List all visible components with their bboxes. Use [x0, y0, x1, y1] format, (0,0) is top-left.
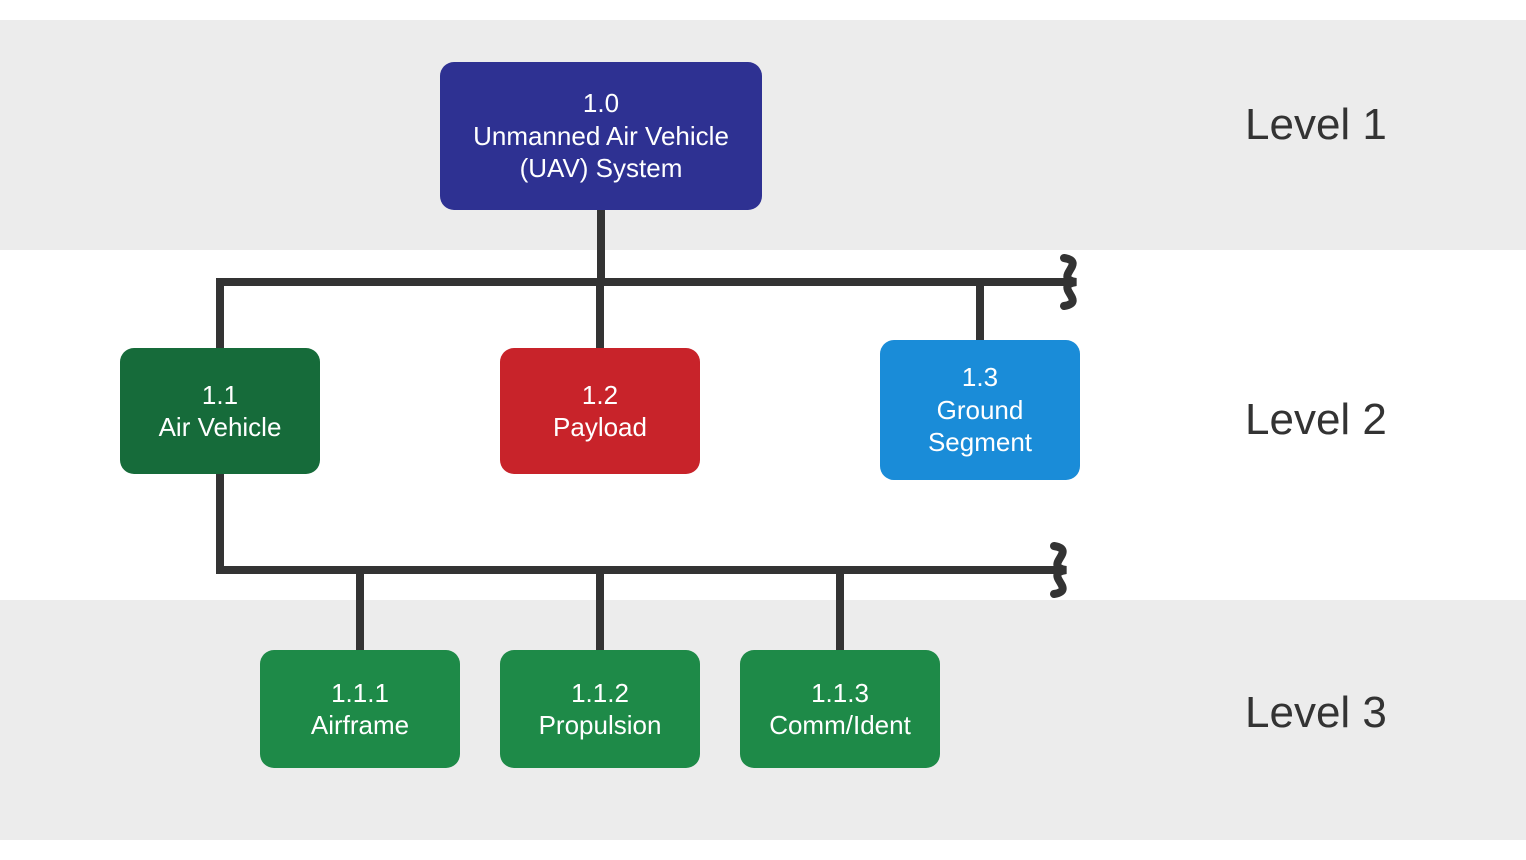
node-label: Airframe [311, 709, 409, 742]
node-label: Air Vehicle [159, 411, 282, 444]
node-ground-segment: 1.3GroundSegment [880, 340, 1080, 480]
level-3-label: Level 3 [1245, 688, 1387, 738]
level-1-label: Level 1 [1245, 100, 1387, 150]
node-comm-ident: 1.1.3Comm/Ident [740, 650, 940, 768]
node-uav-system: 1.0Unmanned Air Vehicle(UAV) System [440, 62, 762, 210]
level-2-label: Level 2 [1245, 395, 1387, 445]
node-label: Propulsion [539, 709, 662, 742]
node-label: Comm/Ident [769, 709, 911, 742]
node-label: GroundSegment [928, 394, 1032, 459]
node-label: Unmanned Air Vehicle(UAV) System [473, 120, 729, 185]
node-airframe: 1.1.1Airframe [260, 650, 460, 768]
node-air-vehicle: 1.1Air Vehicle [120, 348, 320, 474]
node-label: Payload [553, 411, 647, 444]
node-propulsion: 1.1.2Propulsion [500, 650, 700, 768]
node-payload: 1.2Payload [500, 348, 700, 474]
